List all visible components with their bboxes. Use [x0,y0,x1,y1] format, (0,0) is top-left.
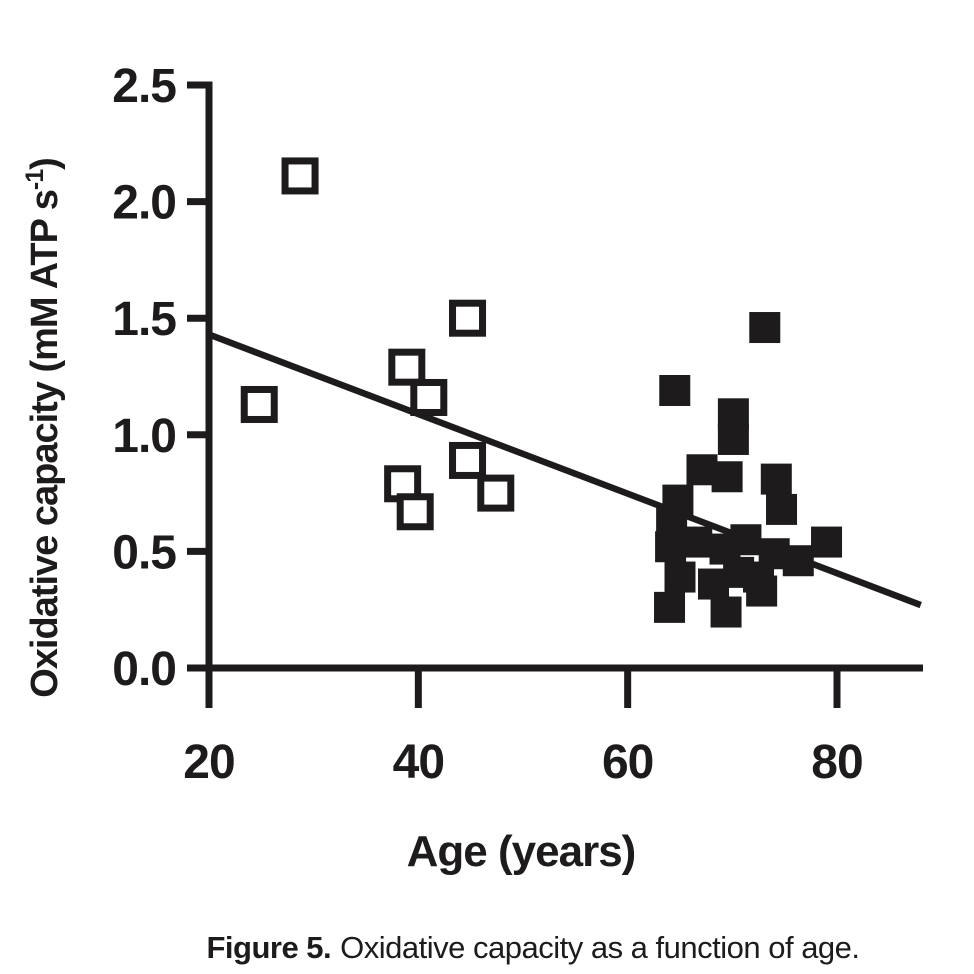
data-point-open-square [396,493,434,531]
x-tick-label: 20 [183,736,234,789]
data-point-filled-square [766,493,798,525]
data-point-filled-square [710,596,742,628]
data-point-filled-square [749,312,781,344]
data-point-filled-square [664,561,696,593]
data-point-filled-square [811,526,843,558]
y-tick-label: 0.0 [112,643,176,696]
data-point-filled-square [662,484,694,516]
y-tick-label: 1.5 [112,293,176,346]
data-point-open-square [240,385,278,423]
data-point-filled-square [760,463,792,495]
data-point-filled-square [659,374,691,406]
x-tick-label: 40 [393,736,444,789]
x-tick-label: 60 [602,736,653,789]
data-point-open-square [449,299,487,337]
data-point-filled-square [782,545,814,577]
data-point-filled-square [730,524,762,556]
figure-caption-text: Oxidative capacity as a function of age. [340,930,860,965]
data-point-filled-square [717,423,749,455]
data-point-filled-square [681,526,713,558]
y-tick-label: 1.0 [112,410,176,463]
x-axis-title: Age (years) [407,827,636,876]
data-point-open-square [449,441,487,479]
figure-caption-label: Figure 5. [206,930,332,965]
data-point-filled-square [746,575,778,607]
regression-line [207,331,922,609]
data-point-open-square [477,474,515,512]
data-point-filled-square [711,461,743,493]
data-point-open-square [410,378,448,416]
y-tick-label: 2.0 [112,177,176,230]
figure-caption: Figure 5. Oxidative capacity as a functio… [46,930,974,966]
y-axis-title: Oxidative capacity (mM ATP s-1) [21,158,66,698]
data-point-filled-square [654,591,686,623]
data-point-open-square [281,157,319,195]
y-tick-label: 0.5 [112,526,176,579]
x-tick-label: 80 [811,736,862,789]
data-point-open-square [388,348,426,386]
y-tick-label: 2.5 [112,60,176,113]
